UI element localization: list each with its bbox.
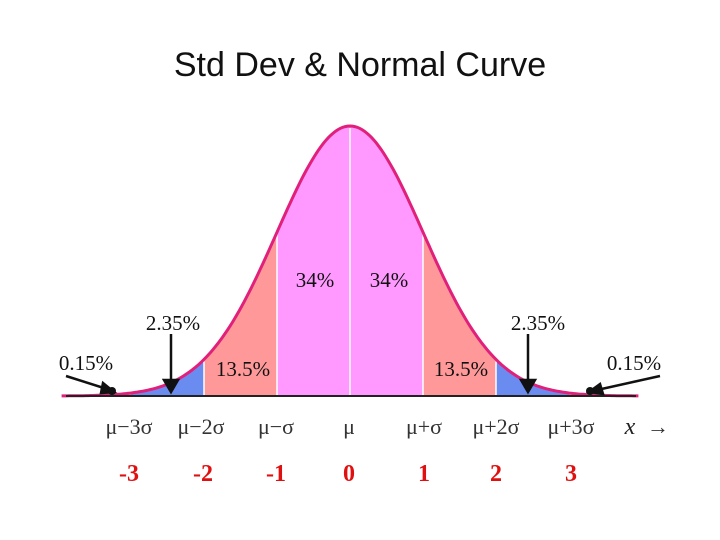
normal-curve (61, 124, 639, 398)
sigma-label-minus-2: μ−2σ (177, 414, 224, 439)
arrow-tail-right-line (596, 374, 661, 392)
sigma-label-minus-3: μ−3σ (105, 414, 152, 439)
tail-right-dot (586, 387, 594, 395)
sigma-divider-lines (130, 128, 570, 396)
right-2-3-sigma-region (496, 359, 569, 396)
center-right-pct: 34% (370, 268, 409, 292)
band3-right-pct: 2.35% (511, 311, 565, 335)
slide-title: Std Dev & Normal Curve (173, 46, 547, 84)
sigma-label-plus-3: μ+3σ (547, 414, 594, 439)
z-value-minus-2: -2 (193, 461, 213, 487)
arrow-tail-left-line (65, 374, 108, 391)
band2-right-pct: 13.5% (434, 357, 488, 381)
sigma-label-mean: μ (343, 414, 355, 439)
center-left-pct: 34% (296, 268, 335, 292)
z-value-minus-3: -3 (119, 461, 139, 487)
band3-left-pct: 2.35% (146, 311, 200, 335)
arrow-band3-left-head (161, 378, 181, 395)
tail-left-dot (108, 387, 116, 395)
tail-left-pct: 0.15% (59, 351, 113, 375)
band2-left-pct: 13.5% (216, 357, 270, 381)
z-value-2: 2 (490, 461, 502, 487)
sigma-label-plus-1: μ+σ (406, 414, 442, 439)
z-value-1: 1 (418, 461, 430, 487)
sigma-label-minus-1: μ−σ (258, 414, 294, 439)
left-2-3-sigma-region (131, 359, 204, 396)
arrow-band3-right-head (518, 378, 538, 395)
axis-variable-label: x (624, 414, 636, 440)
z-value-minus-1: -1 (266, 461, 286, 487)
sigma-label-plus-2: μ+2σ (472, 414, 519, 439)
tail-right-pct: 0.15% (607, 351, 661, 375)
axis-arrow-icon: → (647, 414, 669, 439)
z-value-3: 3 (565, 461, 577, 487)
z-value-0: 0 (343, 461, 355, 487)
